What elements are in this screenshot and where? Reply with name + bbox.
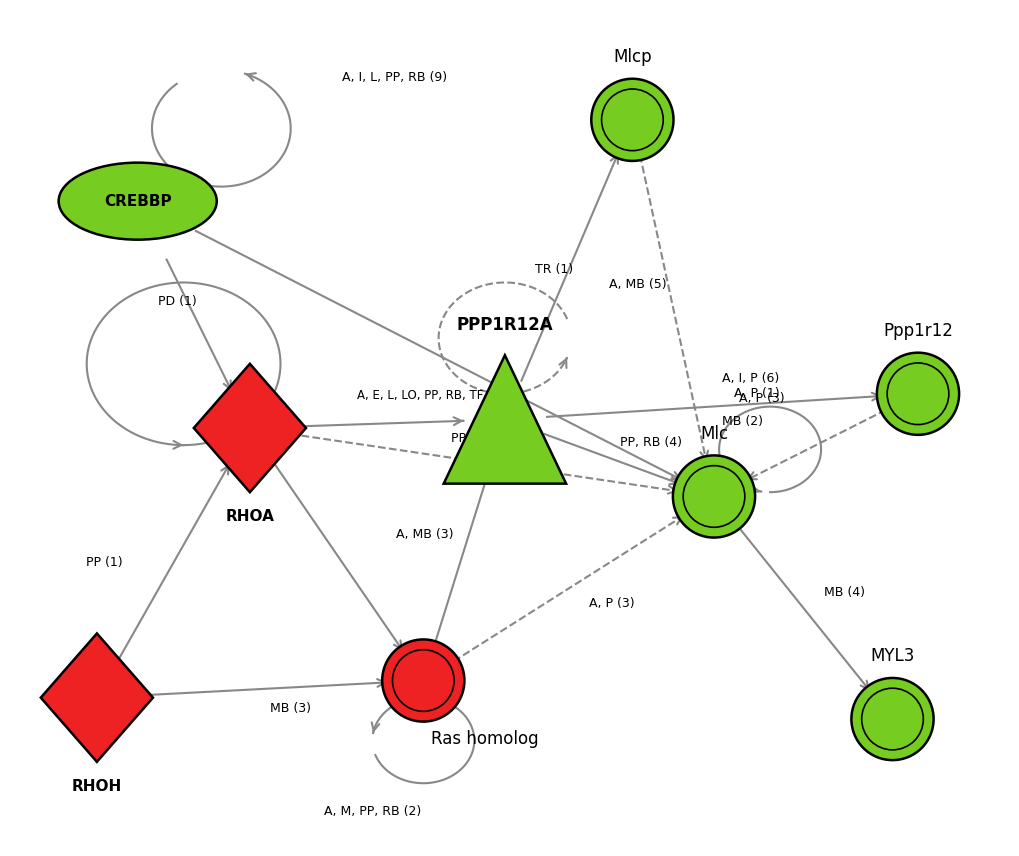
Text: PP, TR (1): PP, TR (1) [451,432,512,445]
Circle shape [876,353,958,435]
Ellipse shape [58,163,217,240]
Text: PP (1): PP (1) [86,556,122,569]
Text: TR (1): TR (1) [535,263,573,276]
Text: A, I, L, PP, RB (9): A, I, L, PP, RB (9) [341,70,446,84]
Text: PP, RB (4): PP, RB (4) [620,437,681,449]
Text: A, P (3): A, P (3) [589,597,634,610]
Polygon shape [41,633,153,762]
Text: Ppp1r12: Ppp1r12 [882,322,952,340]
Text: CREBBP: CREBBP [104,193,171,209]
Circle shape [887,363,948,425]
Text: MB (4): MB (4) [822,586,864,599]
Circle shape [392,650,453,711]
Text: A, MB (5): A, MB (5) [609,278,666,291]
Text: A, M, PP, RB (2): A, M, PP, RB (2) [323,805,421,817]
Circle shape [601,89,662,151]
Circle shape [382,639,464,722]
Text: A, P (3): A, P (3) [739,391,785,405]
Text: MYL3: MYL3 [869,647,914,665]
Text: MB (2): MB (2) [721,415,762,428]
Text: A, E, L, LO, PP, RB, TF (15): A, E, L, LO, PP, RB, TF (15) [357,389,511,402]
Text: Mlc: Mlc [699,425,728,443]
Text: A, I, P (6): A, I, P (6) [721,372,779,385]
Circle shape [683,466,744,527]
Text: RHOH: RHOH [71,779,122,794]
Circle shape [673,455,754,538]
Circle shape [851,678,932,760]
Text: RHOA: RHOA [225,509,274,525]
Circle shape [861,688,922,750]
Polygon shape [443,355,566,484]
Text: MB (3): MB (3) [270,702,311,715]
Circle shape [591,79,673,161]
Text: Mlcp: Mlcp [612,48,651,66]
Text: A, LO, P (8): A, LO, P (8) [446,471,517,484]
Polygon shape [194,364,306,492]
Text: Ras homolog: Ras homolog [430,730,538,748]
Text: PPP1R12A: PPP1R12A [457,316,552,334]
Text: A, MB (3): A, MB (3) [396,528,453,542]
Text: A, P (1): A, P (1) [734,387,780,401]
Text: PD (1): PD (1) [158,295,197,308]
